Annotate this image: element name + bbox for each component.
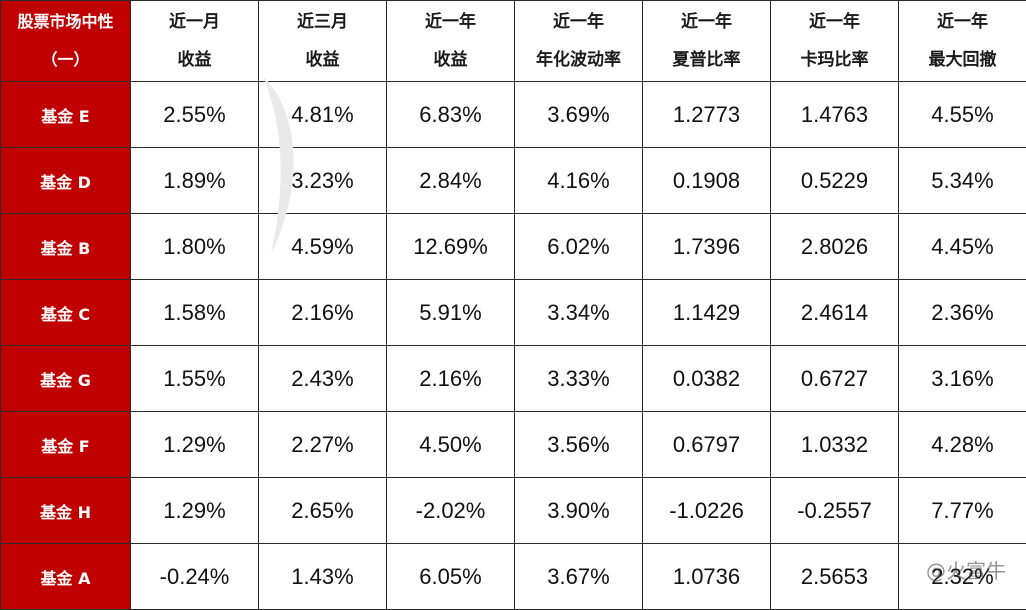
value-cell: 5.91% bbox=[387, 280, 515, 346]
value-cell: 5.34% bbox=[899, 148, 1026, 214]
value-cell: 4.59% bbox=[259, 214, 387, 280]
value-cell: 1.43% bbox=[259, 544, 387, 610]
value-cell: 4.16% bbox=[515, 148, 643, 214]
value-cell: 4.55% bbox=[899, 82, 1026, 148]
value-cell: 3.16% bbox=[899, 346, 1026, 412]
fund-name-cell: 基金 C bbox=[1, 280, 131, 346]
value-cell: 4.45% bbox=[899, 214, 1026, 280]
column-header-1y-return: 近一年 收益 bbox=[387, 1, 515, 82]
column-header-line: 收益 bbox=[387, 41, 514, 79]
value-cell: 3.34% bbox=[515, 280, 643, 346]
fund-name-cell: 基金 H bbox=[1, 478, 131, 544]
table-row: 基金 B 1.80% 4.59% 12.69% 6.02% 1.7396 2.8… bbox=[1, 214, 1026, 280]
value-cell: 4.50% bbox=[387, 412, 515, 478]
value-cell: 7.77% bbox=[899, 478, 1026, 544]
value-cell: 1.29% bbox=[131, 478, 259, 544]
value-cell: 6.05% bbox=[387, 544, 515, 610]
fund-name-cell: 基金 F bbox=[1, 412, 131, 478]
column-header-line: 近一年 bbox=[387, 3, 514, 41]
column-header-line: 卡玛比率 bbox=[771, 41, 898, 79]
value-cell: -0.2557 bbox=[771, 478, 899, 544]
table-row: 基金 F 1.29% 2.27% 4.50% 3.56% 0.6797 1.03… bbox=[1, 412, 1026, 478]
column-header-line: 收益 bbox=[131, 41, 258, 79]
column-header-line: 夏普比率 bbox=[643, 41, 770, 79]
value-cell: 3.69% bbox=[515, 82, 643, 148]
value-cell: 1.2773 bbox=[643, 82, 771, 148]
value-cell: 0.5229 bbox=[771, 148, 899, 214]
table-row: 基金 A -0.24% 1.43% 6.05% 3.67% 1.0736 2.5… bbox=[1, 544, 1026, 610]
corner-header-line-2: （一） bbox=[1, 41, 130, 79]
fund-name-cell: 基金 G bbox=[1, 346, 131, 412]
value-cell: 1.80% bbox=[131, 214, 259, 280]
value-cell: 4.81% bbox=[259, 82, 387, 148]
fund-name-cell: 基金 D bbox=[1, 148, 131, 214]
table-row: 基金 E 2.55% 4.81% 6.83% 3.69% 1.2773 1.47… bbox=[1, 82, 1026, 148]
value-cell: 1.29% bbox=[131, 412, 259, 478]
column-header-line: 近一年 bbox=[771, 3, 898, 41]
value-cell: 3.56% bbox=[515, 412, 643, 478]
value-cell: -2.02% bbox=[387, 478, 515, 544]
value-cell: 2.32% bbox=[899, 544, 1026, 610]
value-cell: 12.69% bbox=[387, 214, 515, 280]
column-header-line: 收益 bbox=[259, 41, 386, 79]
value-cell: 0.6727 bbox=[771, 346, 899, 412]
value-cell: 2.43% bbox=[259, 346, 387, 412]
table-row: 基金 D 1.89% 3.23% 2.84% 4.16% 0.1908 0.52… bbox=[1, 148, 1026, 214]
header-row: 股票市场中性 （一） 近一月 收益 近三月 收益 近一年 收益 近一年 年化 bbox=[1, 1, 1026, 82]
value-cell: 3.90% bbox=[515, 478, 643, 544]
value-cell: -0.24% bbox=[131, 544, 259, 610]
value-cell: 0.0382 bbox=[643, 346, 771, 412]
value-cell: 2.27% bbox=[259, 412, 387, 478]
column-header-3m-return: 近三月 收益 bbox=[259, 1, 387, 82]
value-cell: 2.4614 bbox=[771, 280, 899, 346]
value-cell: 2.55% bbox=[131, 82, 259, 148]
column-header-line: 近一年 bbox=[515, 3, 642, 41]
column-header-line: 最大回撤 bbox=[899, 41, 1026, 79]
column-header-line: 近一年 bbox=[899, 3, 1026, 41]
value-cell: 0.1908 bbox=[643, 148, 771, 214]
table-row: 基金 H 1.29% 2.65% -2.02% 3.90% -1.0226 -0… bbox=[1, 478, 1026, 544]
fund-name-cell: 基金 E bbox=[1, 82, 131, 148]
value-cell: 2.5653 bbox=[771, 544, 899, 610]
value-cell: 3.33% bbox=[515, 346, 643, 412]
column-header-1y-max-drawdown: 近一年 最大回撤 bbox=[899, 1, 1026, 82]
column-header-1y-sharpe: 近一年 夏普比率 bbox=[643, 1, 771, 82]
value-cell: 1.1429 bbox=[643, 280, 771, 346]
column-header-line: 年化波动率 bbox=[515, 41, 642, 79]
value-cell: 1.4763 bbox=[771, 82, 899, 148]
column-header-line: 近一月 bbox=[131, 3, 258, 41]
corner-header-cell: 股票市场中性 （一） bbox=[1, 1, 131, 82]
value-cell: 2.65% bbox=[259, 478, 387, 544]
value-cell: 3.23% bbox=[259, 148, 387, 214]
value-cell: 1.58% bbox=[131, 280, 259, 346]
column-header-1y-volatility: 近一年 年化波动率 bbox=[515, 1, 643, 82]
value-cell: 0.6797 bbox=[643, 412, 771, 478]
corner-header-line-1: 股票市场中性 bbox=[1, 3, 130, 41]
value-cell: -1.0226 bbox=[643, 478, 771, 544]
value-cell: 4.28% bbox=[899, 412, 1026, 478]
table-row: 基金 G 1.55% 2.43% 2.16% 3.33% 0.0382 0.67… bbox=[1, 346, 1026, 412]
fund-name-cell: 基金 A bbox=[1, 544, 131, 610]
column-header-1m-return: 近一月 收益 bbox=[131, 1, 259, 82]
value-cell: 1.0736 bbox=[643, 544, 771, 610]
value-cell: 3.67% bbox=[515, 544, 643, 610]
value-cell: 1.89% bbox=[131, 148, 259, 214]
table-row: 基金 C 1.58% 2.16% 5.91% 3.34% 1.1429 2.46… bbox=[1, 280, 1026, 346]
value-cell: 1.7396 bbox=[643, 214, 771, 280]
value-cell: 2.8026 bbox=[771, 214, 899, 280]
fund-name-cell: 基金 B bbox=[1, 214, 131, 280]
value-cell: 1.0332 bbox=[771, 412, 899, 478]
value-cell: 2.84% bbox=[387, 148, 515, 214]
column-header-line: 近一年 bbox=[643, 3, 770, 41]
column-header-line: 近三月 bbox=[259, 3, 386, 41]
value-cell: 6.83% bbox=[387, 82, 515, 148]
column-header-1y-calmar: 近一年 卡玛比率 bbox=[771, 1, 899, 82]
value-cell: 6.02% bbox=[515, 214, 643, 280]
value-cell: 2.16% bbox=[387, 346, 515, 412]
value-cell: 2.16% bbox=[259, 280, 387, 346]
value-cell: 2.36% bbox=[899, 280, 1026, 346]
value-cell: 1.55% bbox=[131, 346, 259, 412]
